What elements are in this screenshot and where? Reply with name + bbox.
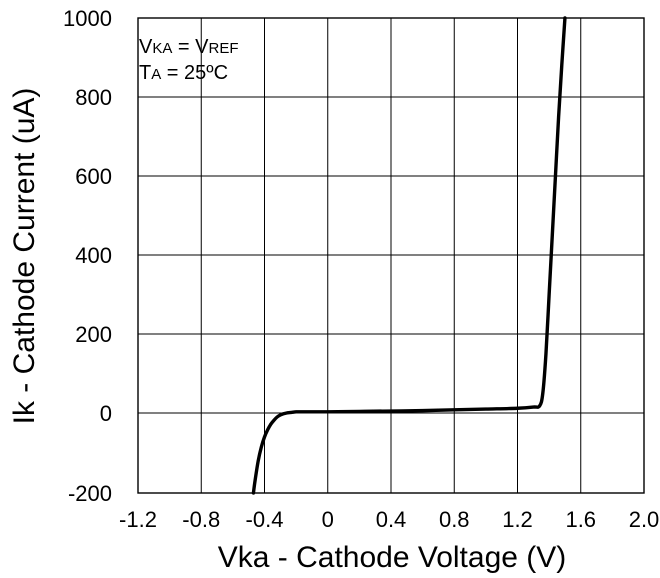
x-axis-title: Vka - Cathode Voltage (V)	[218, 541, 567, 574]
x-tick-label: -0.8	[182, 507, 220, 532]
x-tick-label: -1.2	[119, 507, 157, 532]
annotation-subscript: A	[151, 66, 161, 83]
x-tick-label: 0.4	[376, 507, 407, 532]
annotation-subscript: REF	[209, 40, 239, 57]
annotation-text: = V	[172, 36, 209, 58]
cathode-curve-line	[251, 16, 567, 495]
annotation-vka-vref: VKA = VREF	[139, 36, 239, 58]
plot-border	[137, 17, 645, 494]
series-layer	[251, 16, 567, 495]
y-tick-label: -200	[68, 481, 112, 506]
y-tick-label: 400	[75, 243, 112, 268]
annotation-text: = 25ºC	[161, 62, 228, 84]
y-tick-label: 0	[100, 401, 112, 426]
y-tick-label: 1000	[63, 6, 112, 31]
x-tick-label: 0.8	[439, 507, 470, 532]
x-tick-label: -0.4	[246, 507, 284, 532]
x-tick-label: 1.6	[565, 507, 596, 532]
grid-lines	[137, 17, 645, 494]
y-tick-label: 600	[75, 164, 112, 189]
y-tick-label: 200	[75, 322, 112, 347]
x-tick-label: 0	[322, 507, 334, 532]
annotation-ta-25c: TA = 25ºC	[139, 62, 228, 84]
plot-frame	[137, 17, 645, 494]
x-axis-ticks: -1.2 -0.8 -0.4 0 0.4 0.8 1.2 1.6 2.0	[119, 507, 659, 532]
x-tick-label: 1.2	[502, 507, 533, 532]
y-axis-title: Ik - Cathode Current (uA)	[8, 88, 41, 425]
y-axis-ticks: -200 0 200 400 600 800 1000	[63, 6, 112, 506]
annotation-text: V	[139, 36, 153, 58]
condition-annotations: VKA = VREF TA = 25ºC	[139, 36, 239, 84]
annotation-text: T	[139, 62, 151, 84]
annotation-subscript: KA	[152, 40, 172, 57]
x-tick-label: 2.0	[629, 507, 660, 532]
y-tick-label: 800	[75, 85, 112, 110]
